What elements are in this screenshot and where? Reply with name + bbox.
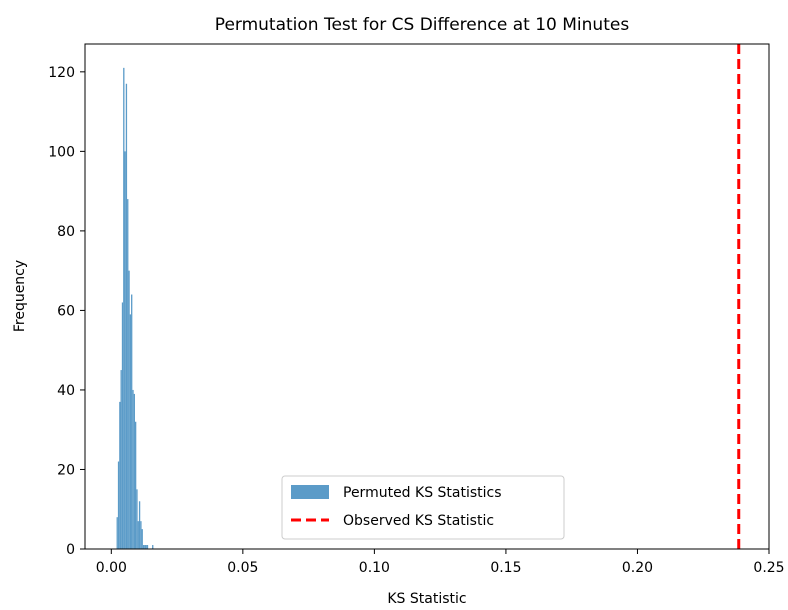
x-axis: 0.00 0.05 0.10 0.15 0.20 0.25 (96, 549, 785, 576)
histogram-bar (140, 521, 142, 549)
histogram-bar (134, 421, 137, 549)
histogram-bar (124, 151, 126, 550)
x-tick-label: 0.05 (227, 560, 258, 576)
histogram-bar (123, 67, 125, 549)
y-tick-label: 100 (48, 144, 75, 160)
histogram-bar (131, 294, 133, 549)
legend-label-observed: Observed KS Statistic (343, 513, 494, 529)
y-axis: 0 20 40 60 80 100 120 (48, 65, 85, 558)
histogram-bar (120, 370, 122, 549)
legend-label-permuted: Permuted KS Statistics (343, 485, 502, 501)
histogram-bar (121, 302, 124, 549)
histogram-bar (138, 501, 141, 549)
histogram-bar (145, 545, 147, 549)
x-tick-label: 0.00 (96, 560, 127, 576)
histogram-bar (144, 545, 146, 549)
legend-box (281, 475, 565, 540)
histogram-bar (129, 314, 132, 549)
histogram-bar (127, 199, 129, 549)
histogram-bar (116, 517, 118, 549)
histogram-bar (125, 83, 128, 549)
y-tick-label: 60 (57, 303, 75, 319)
x-axis-label: KS Statistic (387, 591, 466, 607)
histogram-bar (133, 393, 135, 549)
x-tick-label: 0.10 (359, 560, 390, 576)
x-tick-label: 0.20 (622, 560, 653, 576)
y-tick-label: 0 (66, 542, 75, 558)
axes-frame (84, 43, 770, 550)
plot-area (116, 44, 741, 550)
histogram-bar (117, 461, 120, 549)
x-tick-label: 0.15 (490, 560, 521, 576)
legend-swatch-permuted (291, 485, 329, 499)
histogram-bar (142, 545, 145, 549)
y-axis-label: Frequency (12, 260, 28, 332)
histogram-bar (146, 545, 149, 549)
histogram-bar (119, 401, 121, 549)
histogram-bar (137, 521, 139, 549)
y-tick-label: 20 (57, 462, 75, 478)
histogram-bar (136, 489, 138, 549)
histogram-bar (152, 545, 154, 549)
chart-title: Permutation Test for CS Difference at 10… (215, 15, 630, 35)
histogram-bar (128, 270, 130, 549)
y-tick-label: 120 (48, 65, 75, 81)
x-tick-label: 0.25 (753, 560, 784, 576)
histogram-bar (141, 529, 143, 549)
y-tick-label: 80 (57, 224, 75, 240)
legend: Permuted KS Statistics Observed KS Stati… (281, 475, 565, 540)
y-tick-label: 40 (57, 383, 75, 399)
histogram-bar (132, 389, 134, 549)
